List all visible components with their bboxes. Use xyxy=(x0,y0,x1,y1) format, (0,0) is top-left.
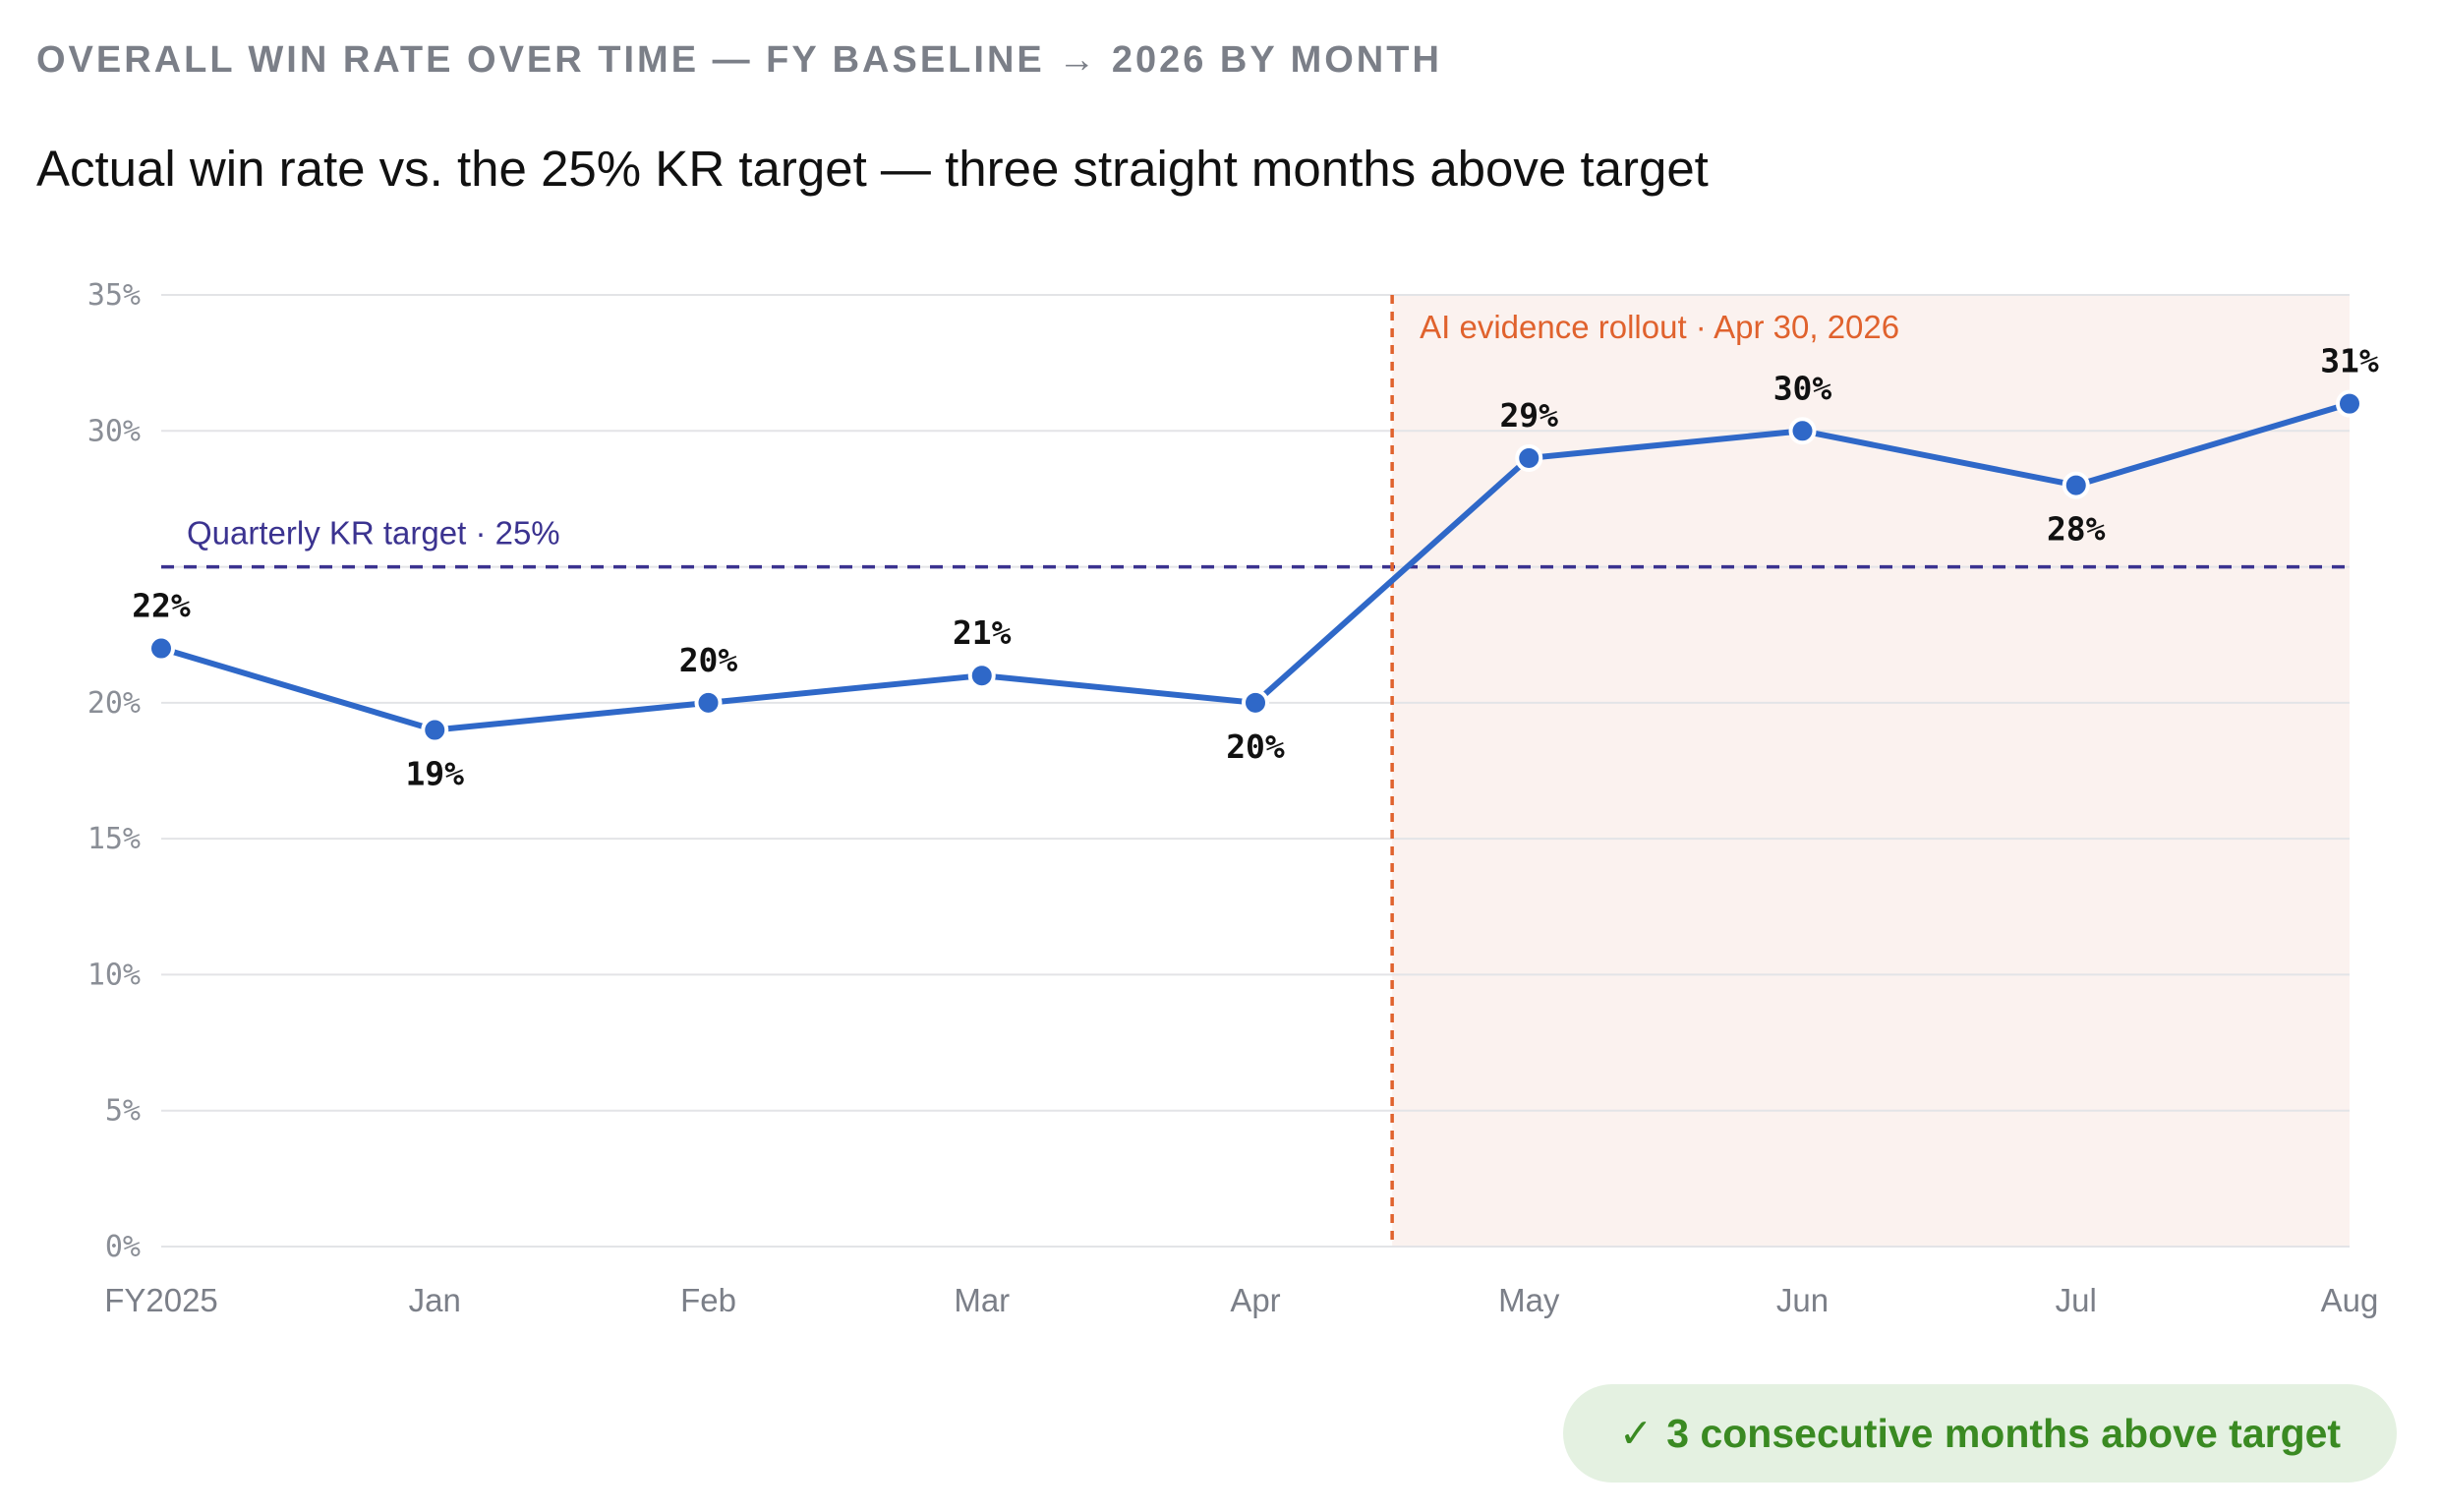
data-point xyxy=(1242,688,1269,717)
data-label: 21% xyxy=(953,613,1012,652)
data-label: 29% xyxy=(1499,396,1558,435)
status-badge: ✓ 3 consecutive months above target xyxy=(1563,1384,2397,1483)
data-point xyxy=(421,716,449,744)
x-tick-label: May xyxy=(1498,1282,1560,1318)
data-label: 28% xyxy=(2047,510,2106,549)
x-tick-label: Apr xyxy=(1230,1282,1280,1318)
x-tick-label: FY2025 xyxy=(104,1282,218,1318)
status-badge-label: 3 consecutive months above target xyxy=(1666,1410,2342,1456)
check-icon: ✓ xyxy=(1618,1411,1654,1456)
y-tick-label: 35% xyxy=(87,278,141,313)
x-tick-label: Mar xyxy=(954,1282,1010,1318)
y-tick-label: 5% xyxy=(105,1094,141,1129)
x-tick-label: Jul xyxy=(2056,1282,2097,1318)
data-point xyxy=(2336,389,2363,418)
target-line-label: Quarterly KR target · 25% xyxy=(187,515,560,552)
data-point xyxy=(694,688,723,717)
chart-title: Actual win rate vs. the 25% KR target — … xyxy=(36,141,1709,197)
event-shaded-region xyxy=(1392,295,2350,1247)
event-line-label: AI evidence rollout · Apr 30, 2026 xyxy=(1420,309,1899,345)
data-point xyxy=(2062,471,2090,499)
y-tick-label: 0% xyxy=(105,1230,141,1264)
data-label: 19% xyxy=(405,755,464,793)
data-point xyxy=(967,662,996,690)
data-point xyxy=(147,634,175,663)
data-label: 20% xyxy=(1226,727,1285,766)
x-tick-label: Aug xyxy=(2321,1282,2379,1318)
data-point xyxy=(1788,417,1817,445)
x-tick-label: Feb xyxy=(680,1282,736,1318)
data-label: 31% xyxy=(2320,342,2379,380)
data-label: 22% xyxy=(132,587,191,625)
data-label: 30% xyxy=(1773,369,1832,407)
win-rate-line-chart: 0% 5% 10% 15% 20% 30% 35% Quarterly KR target ·… xyxy=(87,278,2379,1318)
y-tick-label: 10% xyxy=(87,958,141,992)
x-tick-label: Jan xyxy=(409,1282,461,1318)
data-point xyxy=(1515,443,1543,472)
data-label: 20% xyxy=(679,641,738,679)
y-tick-label: 30% xyxy=(87,414,141,448)
y-tick-label: 20% xyxy=(87,686,141,721)
x-tick-label: Jun xyxy=(1776,1282,1829,1318)
y-tick-label: 15% xyxy=(87,822,141,856)
chart-eyebrow: OVERALL WIN RATE OVER TIME — FY BASELINE… xyxy=(36,39,1442,81)
